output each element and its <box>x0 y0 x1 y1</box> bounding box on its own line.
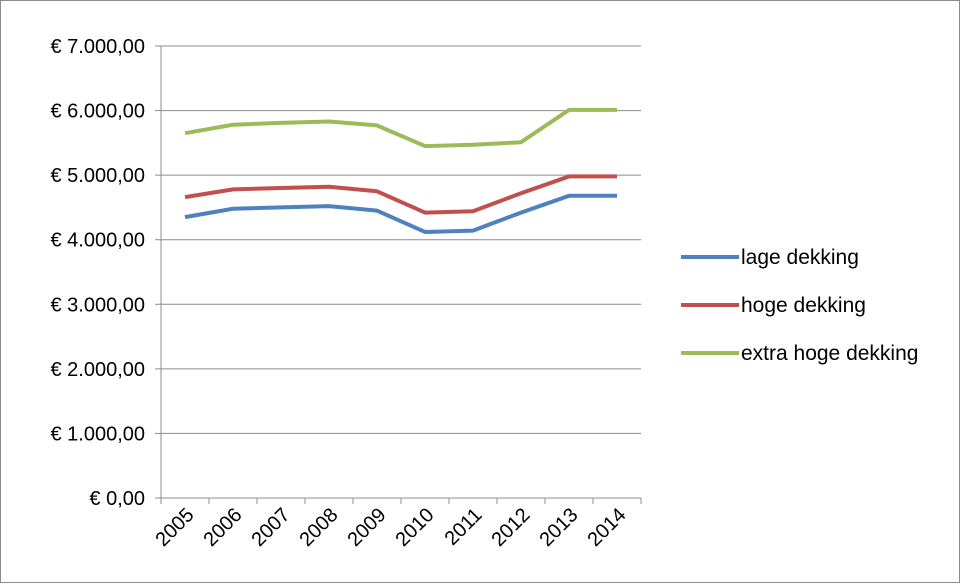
y-tick-labels: € 0,00 € 1.000,00 € 2.000,00 € 3.000,00 € 4.… <box>50 36 145 510</box>
series-lines <box>184 107 617 234</box>
y-tick-label: € 1.000,00 <box>50 423 145 445</box>
gridlines <box>155 45 641 499</box>
series-line-1 <box>184 174 617 215</box>
legend-label: extra hoge dekking <box>741 342 918 365</box>
y-tick-label: € 7.000,00 <box>50 36 145 58</box>
x-tick-label: 2014 <box>584 504 631 551</box>
y-tick-label: € 2.000,00 <box>50 359 145 381</box>
legend-label: hoge dekking <box>741 294 866 317</box>
axes <box>160 46 641 499</box>
x-tick-label: 2008 <box>296 504 343 551</box>
x-tick-label: 2005 <box>152 504 199 551</box>
series-line-0 <box>184 193 617 234</box>
x-tick-label: 2007 <box>248 504 295 551</box>
y-tick-label: € 4.000,00 <box>50 230 145 252</box>
x-tick-labels: 2005 2006 2007 2008 2009 2010 2011 2012 2013 2014 <box>152 498 642 551</box>
y-tick-label: € 0,00 <box>89 488 145 510</box>
series-line-2 <box>184 107 617 149</box>
y-tick-label: € 3.000,00 <box>50 294 145 316</box>
y-tick-label: € 6.000,00 <box>50 101 145 123</box>
x-tick-label: 2013 <box>536 504 583 551</box>
x-tick-label: 2012 <box>488 504 535 551</box>
x-tick-label: 2010 <box>392 504 439 551</box>
legend: lage dekking hoge dekking extra hoge dekki… <box>681 246 918 365</box>
x-tick-label: 2006 <box>200 504 247 551</box>
x-tick-label: 2011 <box>441 504 487 550</box>
legend-label: lage dekking <box>741 246 859 269</box>
x-tick-label: 2009 <box>344 504 391 551</box>
y-tick-label: € 5.000,00 <box>50 165 145 187</box>
